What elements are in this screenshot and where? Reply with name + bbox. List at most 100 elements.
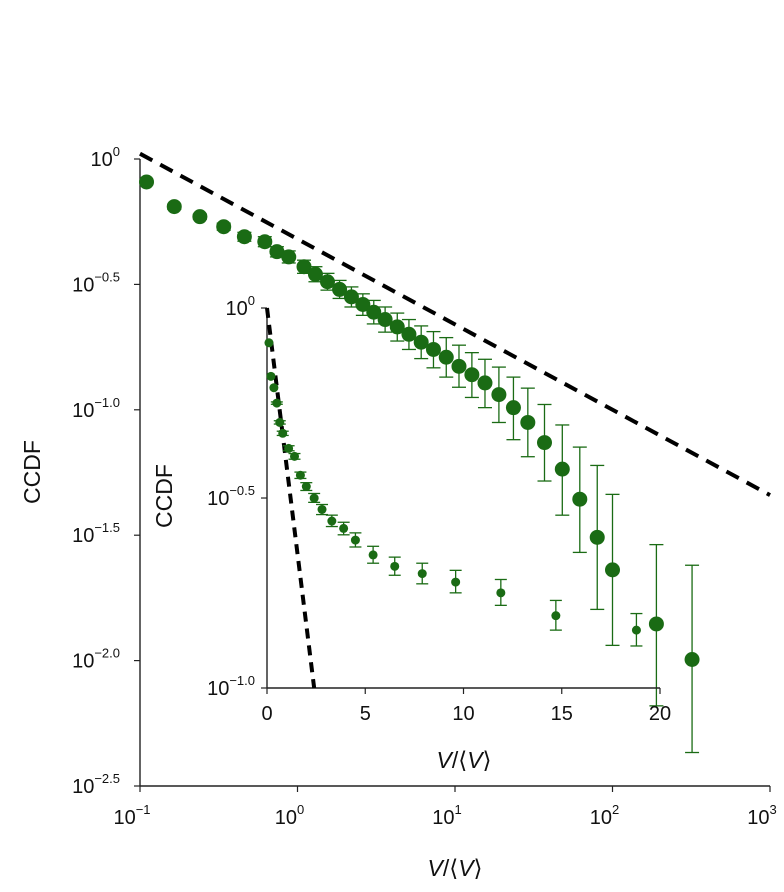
main-panel: 10−1 100 101 102 10310010−0.510−1.010−1.510−…: [19, 144, 777, 881]
main-data-point: [520, 414, 536, 430]
main-y-tick-label: 10−1.5: [72, 520, 120, 547]
inset-data-point: [290, 451, 300, 461]
main-data-point: [589, 529, 605, 545]
main-y-tick-label: 10−0.5: [72, 269, 120, 296]
main-y-tick-label-exp: −1.5: [94, 520, 120, 535]
main-x-tick-label: 100: [275, 802, 304, 829]
main-x-tick-label-exp: 0: [297, 802, 304, 817]
inset-data-point: [390, 561, 400, 571]
main-x-axis-label-open: /⟨: [443, 855, 458, 881]
main-data-point: [438, 349, 454, 365]
main-x-tick-label-base: 10: [432, 807, 454, 829]
main-x-tick-label-exp: 2: [612, 802, 619, 817]
main-y-tick-label-exp: −1.0: [94, 395, 120, 410]
main-data-point: [554, 461, 570, 477]
inset-data-point: [278, 428, 288, 438]
main-data-point: [139, 174, 155, 190]
main-x-tick-label-base: 10: [747, 807, 769, 829]
inset-data-point: [327, 516, 337, 526]
main-data-point: [216, 219, 232, 235]
main-data-point: [355, 296, 371, 312]
main-x-tick-label-base: 10: [590, 807, 612, 829]
inset-y-tick-label-base: 10: [226, 298, 248, 320]
main-x-tick-label: 101: [432, 802, 461, 829]
main-data-point: [477, 375, 493, 391]
inset-y-axis-label: CCDF: [151, 464, 177, 528]
main-data-point: [192, 209, 208, 225]
inset-data-point: [350, 535, 360, 545]
main-y-axis-label: CCDF: [19, 440, 45, 504]
main-y-tick-label: 10−2.0: [72, 646, 120, 673]
inset-data-point: [309, 493, 319, 503]
inset-x-tick-label: 20: [649, 703, 671, 725]
main-data-point: [366, 304, 382, 320]
main-data-point: [464, 367, 480, 383]
main-y-tick-label-base: 10: [72, 525, 94, 547]
main-data-point: [332, 281, 348, 297]
inset-data-point: [631, 625, 641, 635]
main-x-tick-label-base: 10: [113, 807, 135, 829]
main-data-point: [451, 358, 467, 374]
inset-x-axis-label-v: V: [436, 747, 454, 773]
main-data-point: [257, 234, 273, 250]
main-x-tick-label-base: 10: [275, 807, 297, 829]
main-x-axis-label-close: ⟩: [474, 855, 483, 881]
main-data-point: [572, 491, 588, 507]
inset-x-tick-label: 5: [360, 703, 371, 725]
inset-data-point: [275, 417, 285, 427]
main-y-tick-label-exp: 0: [113, 144, 120, 159]
inset-x-axis-label-v-inner: V: [467, 747, 485, 773]
main-y-tick-label-base: 10: [72, 651, 94, 673]
main-x-tick-label: 102: [590, 802, 619, 829]
main-data-point: [269, 244, 285, 260]
inset-x-axis-label-open: /⟨: [452, 747, 467, 773]
inset-x-axis-label-close: ⟩: [483, 747, 492, 773]
inset-y-tick-label-exp: −0.5: [229, 483, 255, 498]
main-y-tick-label-base: 10: [91, 149, 113, 171]
main-data-point: [307, 266, 323, 282]
inset-x-tick-label: 0: [261, 703, 272, 725]
main-data-point: [319, 274, 335, 290]
inset-data-point: [417, 569, 427, 579]
main-data-point: [505, 400, 521, 416]
inset-y-tick-label: 100: [226, 293, 255, 320]
inset-data-point: [451, 577, 461, 587]
inset-data-point: [264, 338, 274, 348]
inset-data-point: [551, 611, 561, 621]
main-data-point: [296, 259, 312, 275]
main-data-point: [166, 199, 182, 215]
main-data-point: [491, 387, 507, 403]
main-y-tick-label-exp: −2.0: [94, 646, 120, 661]
main-y-tick-label: 10−1.0: [72, 395, 120, 422]
main-y-tick-label-base: 10: [72, 776, 94, 798]
main-data-point: [281, 249, 297, 265]
main-data-point: [648, 616, 664, 632]
main-y-tick-label: 10−2.5: [72, 771, 120, 798]
main-data-point: [413, 334, 429, 350]
main-x-tick-label-exp: −1: [136, 802, 151, 817]
main-x-tick-label: 10−1: [113, 802, 150, 829]
main-fit-line: [139, 151, 771, 497]
main-x-axis-label: V/⟨V⟩: [427, 855, 482, 881]
main-x-tick-label-exp: 3: [770, 802, 777, 817]
main-data-point: [401, 326, 417, 342]
inset-data-point: [301, 482, 311, 492]
inset-y-tick-label-exp: −1.0: [229, 673, 255, 688]
inset-data-point: [339, 523, 349, 533]
main-x-tick-label: 103: [747, 802, 776, 829]
main-x-tick-label-exp: 1: [455, 802, 462, 817]
inset-data-point: [368, 550, 378, 560]
inset-data-point: [284, 443, 294, 453]
main-data-point: [605, 562, 620, 578]
main-data-point: [389, 319, 405, 335]
main-data-point: [536, 435, 552, 451]
inset-y-tick-label-base: 10: [207, 678, 229, 700]
inset-data-point: [269, 383, 279, 393]
main-x-axis-label-v: V: [427, 855, 445, 881]
inset-data-point: [295, 470, 305, 480]
inset-data-point: [496, 588, 506, 598]
inset-x-axis-label: V/⟨V⟩: [436, 747, 491, 773]
main-data-point: [684, 652, 700, 668]
